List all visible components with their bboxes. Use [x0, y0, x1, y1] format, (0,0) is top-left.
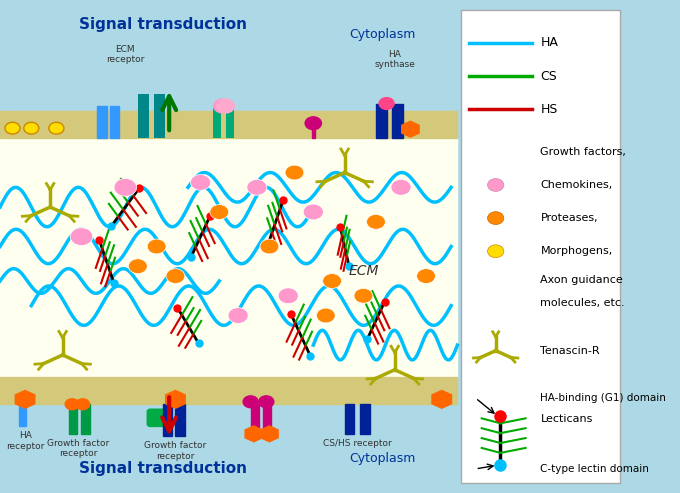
Text: Cytoplasm: Cytoplasm: [349, 28, 415, 41]
Text: Signal transduction: Signal transduction: [79, 461, 247, 476]
Circle shape: [247, 179, 267, 195]
Circle shape: [285, 165, 304, 180]
Text: HS: HS: [541, 103, 558, 116]
Circle shape: [379, 98, 394, 109]
Bar: [213, 108, 221, 138]
Bar: [226, 108, 234, 138]
Bar: [312, 123, 315, 138]
Circle shape: [243, 396, 258, 408]
Bar: [0, 138, 458, 377]
Bar: [82, 404, 90, 434]
Circle shape: [75, 399, 90, 410]
Text: CS/HS receptor: CS/HS receptor: [323, 439, 392, 448]
Circle shape: [5, 122, 20, 134]
Bar: [0, 111, 458, 138]
Text: Proteases,: Proteases,: [541, 213, 598, 223]
Circle shape: [148, 239, 166, 254]
Bar: [360, 404, 370, 434]
Circle shape: [488, 245, 504, 258]
Bar: [19, 404, 27, 426]
Text: Cytoplasm: Cytoplasm: [349, 452, 415, 465]
Circle shape: [65, 399, 79, 410]
Circle shape: [367, 214, 386, 229]
Bar: [263, 404, 271, 434]
Text: Tenascin-R: Tenascin-R: [541, 346, 600, 355]
Text: HA-binding (G1) domain: HA-binding (G1) domain: [541, 393, 666, 403]
Text: Growth factors,: Growth factors,: [541, 147, 626, 157]
Text: CS: CS: [541, 70, 557, 83]
Circle shape: [259, 396, 274, 408]
Circle shape: [114, 178, 137, 196]
Circle shape: [214, 99, 231, 113]
Bar: [376, 104, 387, 138]
Bar: [154, 94, 165, 138]
Bar: [138, 94, 149, 138]
Circle shape: [190, 175, 211, 190]
Text: Lecticans: Lecticans: [541, 414, 593, 424]
Bar: [0, 377, 458, 404]
Text: Signal transduction: Signal transduction: [79, 17, 247, 32]
Circle shape: [217, 99, 235, 113]
Circle shape: [417, 269, 435, 283]
Circle shape: [166, 269, 185, 283]
Text: molecules, etc.: molecules, etc.: [541, 298, 625, 308]
Circle shape: [260, 239, 279, 254]
Circle shape: [303, 204, 323, 220]
Circle shape: [129, 259, 148, 274]
Circle shape: [488, 178, 504, 191]
Circle shape: [210, 205, 228, 219]
Bar: [163, 404, 172, 436]
Text: C-type lectin domain: C-type lectin domain: [541, 464, 649, 474]
Text: HA
receptor: HA receptor: [6, 431, 44, 451]
Text: Axon guidance: Axon guidance: [541, 275, 623, 284]
Bar: [109, 106, 119, 138]
Text: Chemokines,: Chemokines,: [541, 180, 613, 190]
Text: Morphogens,: Morphogens,: [541, 246, 613, 256]
Text: HA
synthase: HA synthase: [374, 50, 415, 69]
Text: ECM
receptor: ECM receptor: [106, 45, 145, 64]
Circle shape: [488, 211, 504, 224]
Bar: [69, 404, 77, 434]
Bar: [460, 10, 620, 483]
Text: HA: HA: [541, 36, 558, 49]
Bar: [251, 404, 259, 434]
Bar: [97, 106, 107, 138]
Bar: [0, 0, 458, 493]
Circle shape: [305, 117, 322, 130]
Bar: [392, 104, 403, 138]
Circle shape: [70, 228, 92, 246]
Circle shape: [24, 122, 39, 134]
Circle shape: [316, 308, 335, 323]
Circle shape: [323, 274, 341, 288]
Bar: [345, 404, 354, 434]
Circle shape: [354, 288, 373, 303]
Circle shape: [391, 179, 411, 195]
Circle shape: [228, 308, 248, 323]
Bar: [175, 404, 185, 436]
Text: Growth factor
receptor: Growth factor receptor: [47, 439, 109, 458]
Text: Growth factor
receptor: Growth factor receptor: [144, 441, 207, 460]
FancyBboxPatch shape: [148, 409, 167, 426]
Text: ECM: ECM: [348, 264, 379, 278]
Circle shape: [278, 288, 299, 304]
Circle shape: [49, 122, 64, 134]
